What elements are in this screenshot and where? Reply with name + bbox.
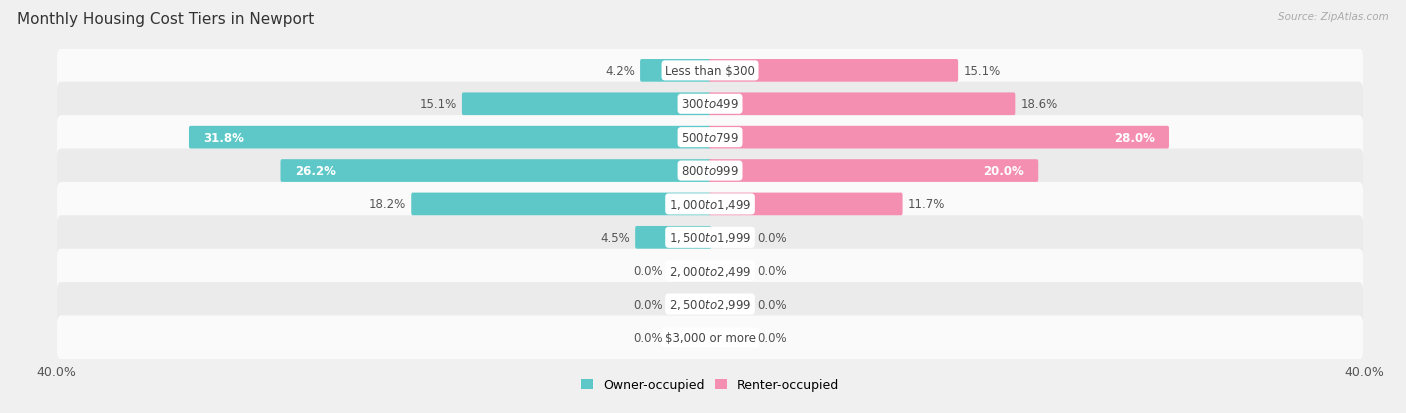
- Text: 28.0%: 28.0%: [1114, 131, 1154, 144]
- FancyBboxPatch shape: [709, 93, 1015, 116]
- Text: $300 to $499: $300 to $499: [681, 98, 740, 111]
- Text: 0.0%: 0.0%: [758, 331, 787, 344]
- FancyBboxPatch shape: [58, 249, 1362, 293]
- Text: $2,500 to $2,999: $2,500 to $2,999: [669, 297, 751, 311]
- FancyBboxPatch shape: [640, 60, 711, 83]
- FancyBboxPatch shape: [463, 93, 711, 116]
- Text: $1,500 to $1,999: $1,500 to $1,999: [669, 231, 751, 245]
- Text: 0.0%: 0.0%: [758, 231, 787, 244]
- FancyBboxPatch shape: [709, 193, 903, 216]
- Legend: Owner-occupied, Renter-occupied: Owner-occupied, Renter-occupied: [575, 373, 845, 396]
- Text: Less than $300: Less than $300: [665, 65, 755, 78]
- Text: 11.7%: 11.7%: [908, 198, 945, 211]
- FancyBboxPatch shape: [58, 282, 1362, 326]
- Text: 20.0%: 20.0%: [983, 165, 1024, 178]
- Text: 31.8%: 31.8%: [204, 131, 245, 144]
- FancyBboxPatch shape: [58, 149, 1362, 193]
- Text: 18.2%: 18.2%: [368, 198, 406, 211]
- Text: 0.0%: 0.0%: [633, 331, 662, 344]
- FancyBboxPatch shape: [58, 216, 1362, 260]
- Text: 0.0%: 0.0%: [758, 265, 787, 278]
- Text: $2,000 to $2,499: $2,000 to $2,499: [669, 264, 751, 278]
- FancyBboxPatch shape: [411, 193, 711, 216]
- Text: Source: ZipAtlas.com: Source: ZipAtlas.com: [1278, 12, 1389, 22]
- Text: $500 to $799: $500 to $799: [681, 131, 740, 144]
- FancyBboxPatch shape: [709, 160, 1038, 183]
- Text: 18.6%: 18.6%: [1021, 98, 1057, 111]
- Text: 0.0%: 0.0%: [758, 298, 787, 311]
- Text: 15.1%: 15.1%: [963, 65, 1001, 78]
- FancyBboxPatch shape: [58, 316, 1362, 360]
- Text: 0.0%: 0.0%: [633, 298, 662, 311]
- FancyBboxPatch shape: [58, 116, 1362, 160]
- FancyBboxPatch shape: [58, 83, 1362, 126]
- Text: $3,000 or more: $3,000 or more: [665, 331, 755, 344]
- Text: 4.2%: 4.2%: [605, 65, 636, 78]
- FancyBboxPatch shape: [636, 226, 711, 249]
- Text: 4.5%: 4.5%: [600, 231, 630, 244]
- FancyBboxPatch shape: [709, 126, 1168, 149]
- Text: $800 to $999: $800 to $999: [681, 165, 740, 178]
- FancyBboxPatch shape: [280, 160, 711, 183]
- FancyBboxPatch shape: [188, 126, 711, 149]
- FancyBboxPatch shape: [58, 183, 1362, 226]
- Text: 26.2%: 26.2%: [295, 165, 336, 178]
- Text: 15.1%: 15.1%: [419, 98, 457, 111]
- Text: $1,000 to $1,499: $1,000 to $1,499: [669, 197, 751, 211]
- Text: Monthly Housing Cost Tiers in Newport: Monthly Housing Cost Tiers in Newport: [17, 12, 314, 27]
- FancyBboxPatch shape: [58, 49, 1362, 93]
- Text: 0.0%: 0.0%: [633, 265, 662, 278]
- FancyBboxPatch shape: [709, 60, 957, 83]
